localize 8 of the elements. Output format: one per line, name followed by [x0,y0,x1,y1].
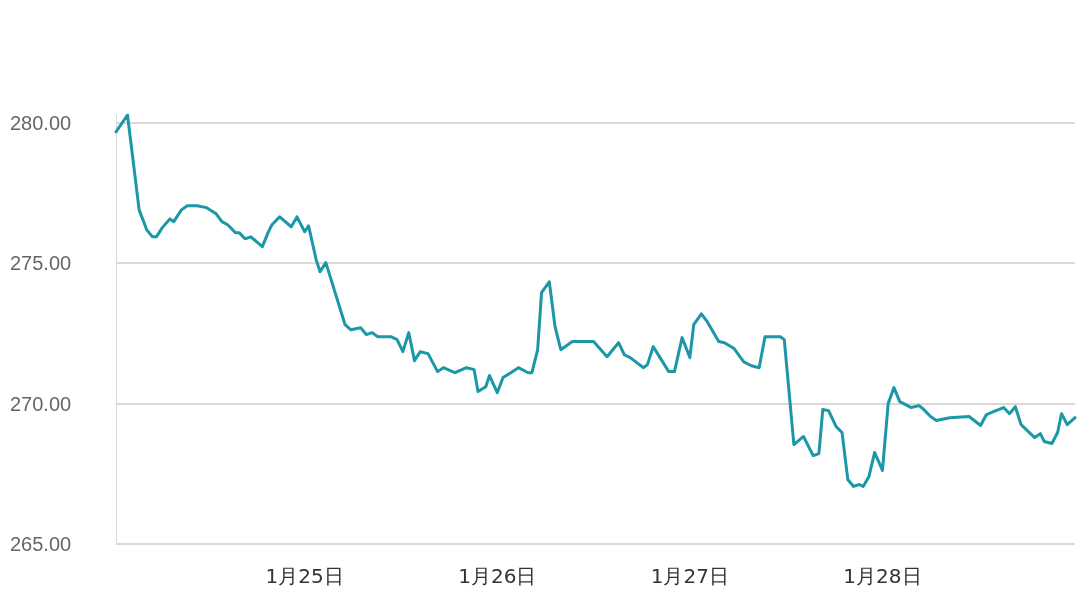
x-tick-label: 1月27日 [650,564,729,588]
y-tick-label: 280.00 [10,111,72,134]
y-tick-label: 275.00 [10,252,72,275]
y-tick-label: 270.00 [10,392,72,415]
x-tick-label: 1月26日 [458,564,537,588]
x-tick-label: 1月25日 [265,564,344,588]
y-tick-label: 265.00 [10,533,72,555]
x-tick-label: 1月28日 [843,564,922,588]
